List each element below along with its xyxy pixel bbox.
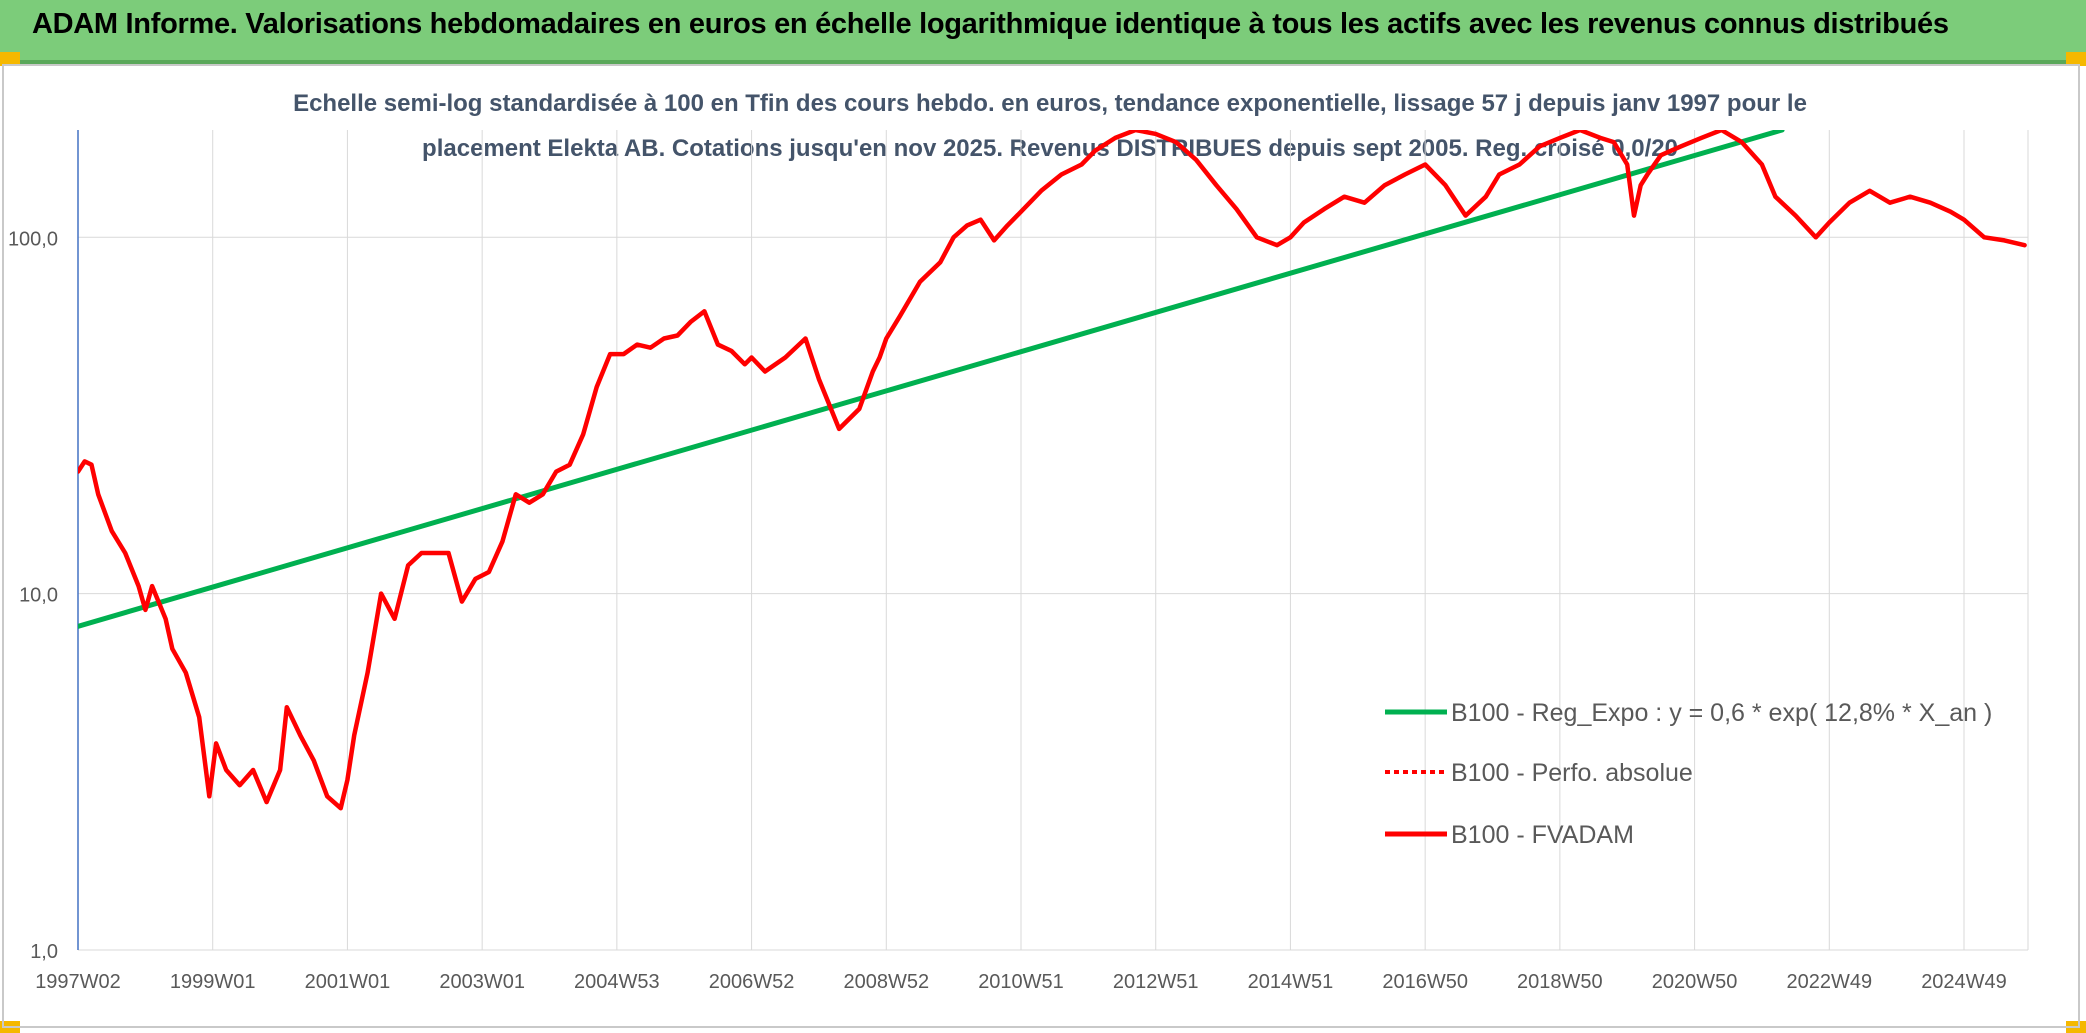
legend-label: B100 - Reg_Expo : y = 0,6 * exp( 12,8% *… bbox=[1451, 699, 1992, 727]
corner-marker-right bbox=[2066, 52, 2086, 66]
x-tick-label: 1997W02 bbox=[35, 971, 121, 993]
chart-frame bbox=[2, 64, 2080, 1028]
chart-subtitle-line-1: Echelle semi-log standardisée à 100 en T… bbox=[293, 90, 1807, 117]
y-tick-label: 100,0 bbox=[8, 228, 58, 250]
trend-line bbox=[78, 130, 1785, 629]
fvadam-line bbox=[78, 130, 2027, 811]
x-tick-label: 2018W50 bbox=[1517, 971, 1603, 993]
x-tick-label: 2020W50 bbox=[1652, 971, 1738, 993]
report-title: ADAM Informe. Valorisations hebdomadaire… bbox=[32, 8, 1949, 40]
x-tick-label: 2022W49 bbox=[1786, 971, 1872, 993]
x-tick-label: 1999W01 bbox=[170, 971, 256, 993]
corner-marker-left bbox=[0, 52, 20, 66]
x-tick-label: 2008W52 bbox=[843, 971, 929, 993]
y-tick-label: 1,0 bbox=[30, 941, 58, 963]
x-tick-label: 2010W51 bbox=[978, 971, 1064, 993]
x-tick-label: 2004W53 bbox=[574, 971, 660, 993]
x-tick-label: 2014W51 bbox=[1248, 971, 1334, 993]
x-tick-label: 2006W52 bbox=[709, 971, 795, 993]
x-tick-label: 2003W01 bbox=[439, 971, 525, 993]
x-tick-label: 2012W51 bbox=[1113, 971, 1199, 993]
legend-label: B100 - Perfo. absolue bbox=[1451, 759, 1693, 787]
x-tick-label: 2024W49 bbox=[1921, 971, 2007, 993]
x-tick-label: 2001W01 bbox=[305, 971, 391, 993]
chart-subtitle-line-2: placement Elekta AB. Cotations jusqu'en … bbox=[422, 135, 1678, 162]
y-tick-label: 10,0 bbox=[19, 585, 58, 607]
legend-label: B100 - FVADAM bbox=[1451, 821, 1634, 849]
x-tick-label: 2016W50 bbox=[1382, 971, 1468, 993]
title-banner: ADAM Informe. Valorisations hebdomadaire… bbox=[0, 0, 2086, 64]
